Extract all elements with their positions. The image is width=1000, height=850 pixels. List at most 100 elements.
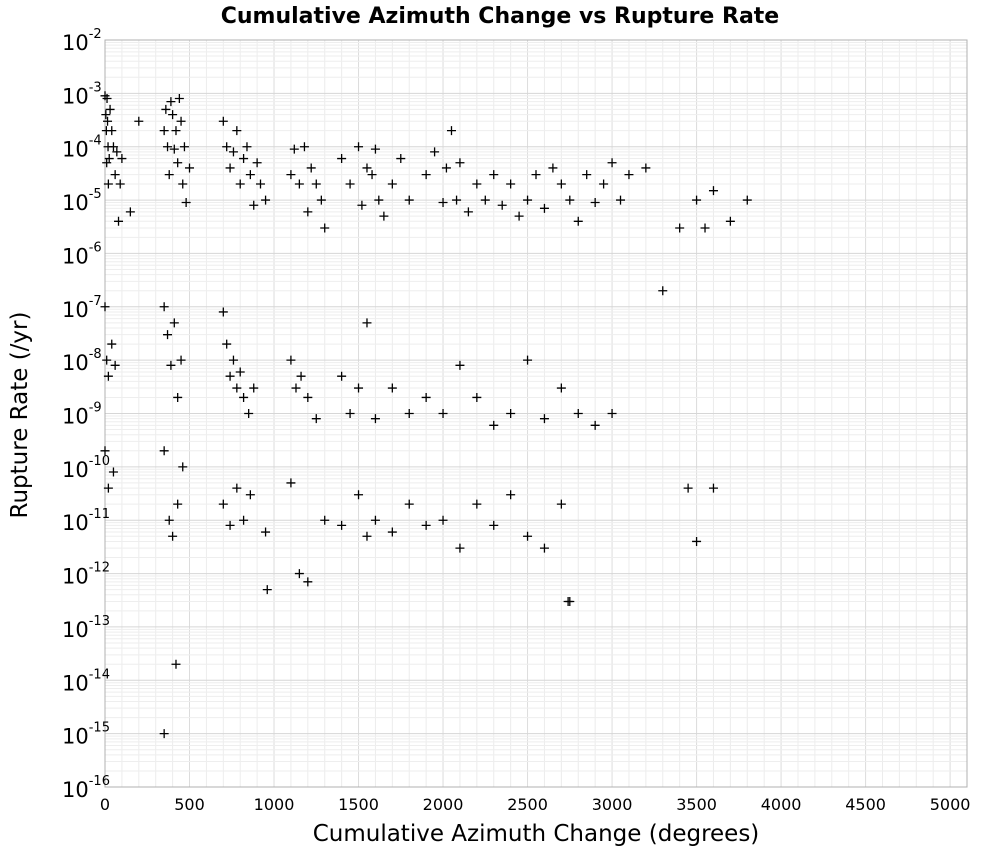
data-point — [100, 446, 110, 456]
data-point — [239, 392, 249, 402]
data-point — [104, 154, 114, 164]
data-point — [161, 104, 171, 114]
data-point — [163, 330, 173, 340]
data-point — [294, 569, 304, 579]
x-tick-label: 3500 — [676, 795, 717, 814]
data-point — [523, 355, 533, 365]
y-axis-label: Rupture Rate (/yr) — [7, 312, 33, 519]
data-point — [455, 158, 465, 168]
data-point — [455, 543, 465, 553]
data-point — [174, 94, 184, 104]
data-point — [178, 179, 188, 189]
data-point — [573, 216, 583, 226]
data-point — [171, 126, 181, 136]
data-point — [362, 531, 372, 541]
data-point — [232, 483, 242, 493]
y-tick-label: 10-6 — [62, 240, 102, 268]
data-point — [708, 186, 718, 196]
data-point — [289, 144, 299, 154]
grid — [104, 40, 968, 788]
data-point — [438, 409, 448, 418]
data-point — [306, 163, 316, 173]
data-point — [337, 520, 347, 530]
data-point — [641, 163, 651, 173]
data-point — [107, 339, 117, 349]
x-tick-label: 1000 — [254, 795, 295, 814]
data-point — [480, 195, 490, 205]
data-point — [506, 179, 516, 189]
x-tick-label: 4000 — [761, 795, 802, 814]
data-point — [178, 462, 188, 472]
data-point — [320, 223, 330, 233]
data-point — [531, 170, 541, 180]
data-point — [438, 515, 448, 525]
data-point — [218, 307, 228, 317]
data-point — [225, 520, 235, 530]
data-point — [455, 360, 465, 370]
data-point — [117, 154, 127, 164]
data-point — [103, 116, 113, 126]
y-tick-label: 10-8 — [62, 347, 102, 375]
data-point — [539, 203, 549, 213]
y-tick-label: 10-7 — [62, 294, 102, 322]
data-point — [539, 543, 549, 553]
data-point — [370, 414, 380, 424]
data-point — [404, 499, 414, 509]
data-point — [218, 116, 228, 126]
data-point — [523, 195, 533, 205]
x-tick-label: 1500 — [338, 795, 379, 814]
y-tick-label: 10-3 — [62, 80, 102, 108]
data-point — [303, 392, 313, 402]
x-tick-label: 0 — [100, 795, 110, 814]
data-point — [624, 170, 634, 180]
data-point — [320, 515, 330, 525]
data-point — [232, 126, 242, 136]
data-point — [222, 142, 232, 152]
data-point — [261, 195, 271, 205]
data-point — [556, 179, 566, 189]
data-point — [590, 420, 600, 430]
data-point — [228, 147, 238, 157]
data-point — [421, 170, 431, 180]
data-point — [245, 170, 255, 180]
x-tick-label: 5000 — [930, 795, 971, 814]
data-point — [607, 158, 617, 168]
data-point — [169, 144, 179, 154]
data-point — [430, 147, 440, 157]
data-point — [159, 302, 169, 312]
data-point — [159, 126, 169, 136]
data-point — [692, 536, 702, 546]
data-point — [108, 142, 118, 152]
data-point — [159, 729, 169, 739]
data-point — [675, 223, 685, 233]
x-tick-label: 4500 — [845, 795, 886, 814]
y-tick-label: 10-14 — [62, 667, 110, 695]
data-point — [354, 490, 364, 500]
data-point — [599, 179, 609, 189]
data-point — [362, 163, 372, 173]
y-tick-label: 10-13 — [62, 614, 110, 642]
data-point — [362, 318, 372, 328]
data-point — [556, 383, 566, 393]
data-point — [539, 414, 549, 424]
data-point — [489, 170, 499, 180]
data-point — [232, 383, 242, 393]
data-point — [235, 179, 245, 189]
data-point — [404, 195, 414, 205]
y-tick-label: 10-15 — [62, 721, 110, 749]
data-point — [168, 110, 178, 120]
data-point — [506, 490, 516, 500]
data-point — [303, 207, 313, 217]
data-point — [523, 531, 533, 541]
data-point — [173, 499, 183, 509]
data-point — [316, 195, 326, 205]
x-tick-label: 500 — [174, 795, 205, 814]
data-point — [185, 163, 195, 173]
data-point — [354, 383, 364, 393]
y-tick-label: 10-9 — [62, 401, 102, 429]
data-point — [242, 142, 252, 152]
data-point — [421, 392, 431, 402]
y-tick-label: 10-16 — [62, 774, 110, 802]
chart-title: Cumulative Azimuth Change vs Rupture Rat… — [221, 4, 779, 29]
data-point — [105, 104, 115, 114]
